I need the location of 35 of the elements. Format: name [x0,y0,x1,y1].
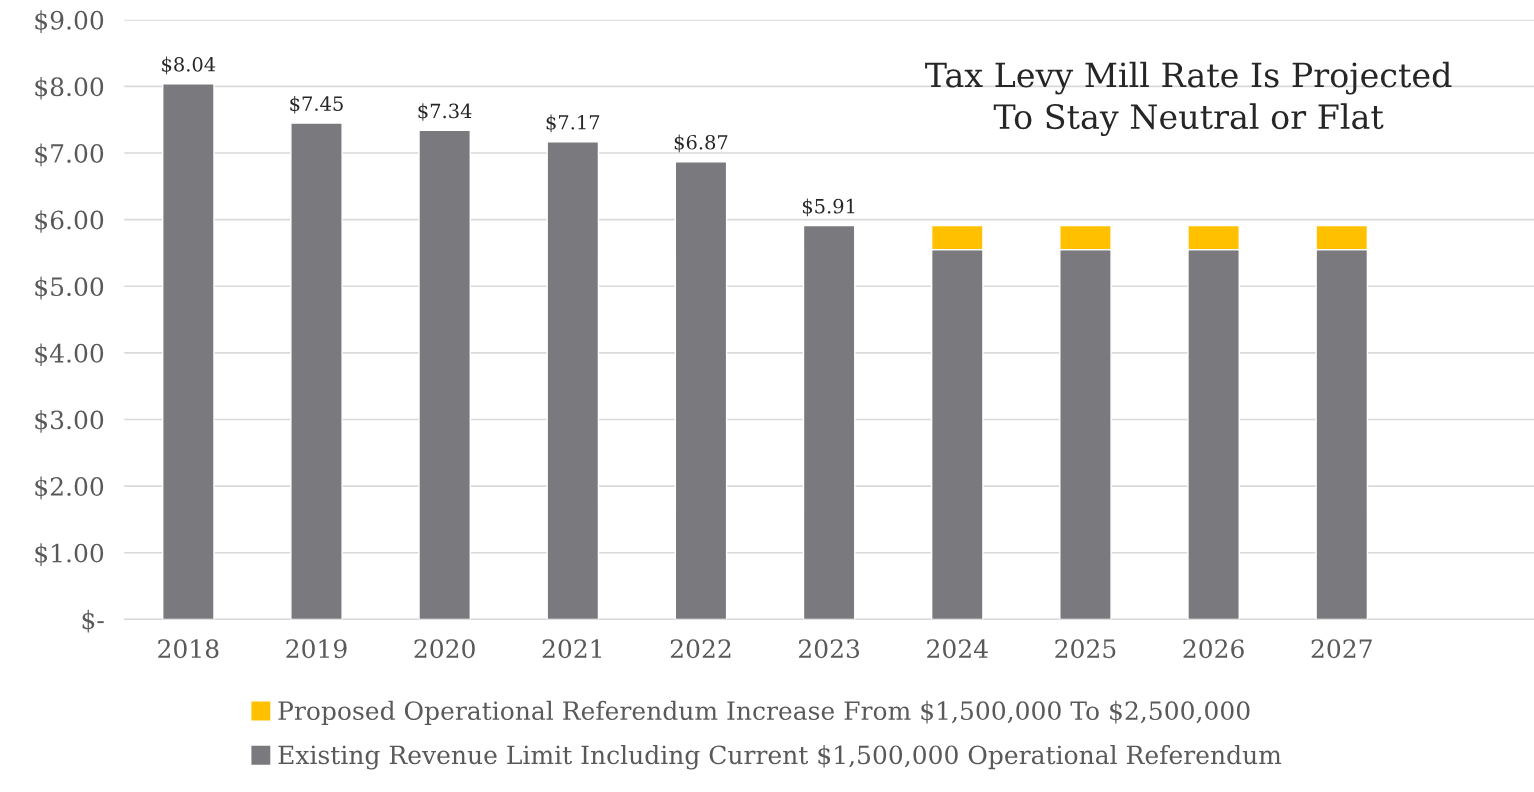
y-tick-label: $6.00 [35,210,104,233]
y-tick-label: $3.00 [35,410,104,433]
legend-label: Existing Revenue Limit Including Current $1,500,000 Operational Referendum [278,744,1282,770]
x-tick-label: 2023 [799,639,860,659]
x-tick-label: 2026 [1183,639,1244,659]
data-label: $7.17 [546,114,600,133]
data-label: $5.91 [802,198,855,217]
y-tick-label: $2.00 [35,476,104,500]
x-tick-label: 2018 [158,639,219,659]
y-tick-label: $8.00 [35,76,104,100]
y-tick-label: $9.00 [35,10,104,33]
legend-label: Proposed Operational Referendum Increase From $1,500,000 To $2,500,000 [278,700,1250,725]
text: Tax Levy Mill Rate Is Projected To Stay Neutral or Flat [925,61,1452,137]
x-tick-label: 2022 [670,639,731,659]
data-label: $7.34 [418,103,472,121]
x-tick-label: 2024 [927,639,988,659]
bar [546,141,600,620]
data-label: $8.04 [162,56,216,75]
y-tick-label: $7.00 [35,143,104,167]
bar [802,224,856,620]
y-tick-label: $- [82,609,104,633]
x-tick-label: 2020 [414,639,475,659]
y-tick-label: $4.00 [35,343,104,367]
bar [290,122,343,620]
data-label: $6.87 [674,134,728,153]
bar [162,83,215,620]
x-tick-label: 2019 [286,639,347,659]
y-tick-label: $1.00 [35,543,104,566]
x-tick-label: 2027 [1311,639,1372,659]
x-tick-label: 2025 [1055,639,1116,659]
y-tick-label: $5.00 [35,276,104,300]
bar [418,129,471,620]
bar [674,160,728,620]
x-tick-label: 2021 [542,639,602,659]
data-label: $7.45 [290,95,343,114]
